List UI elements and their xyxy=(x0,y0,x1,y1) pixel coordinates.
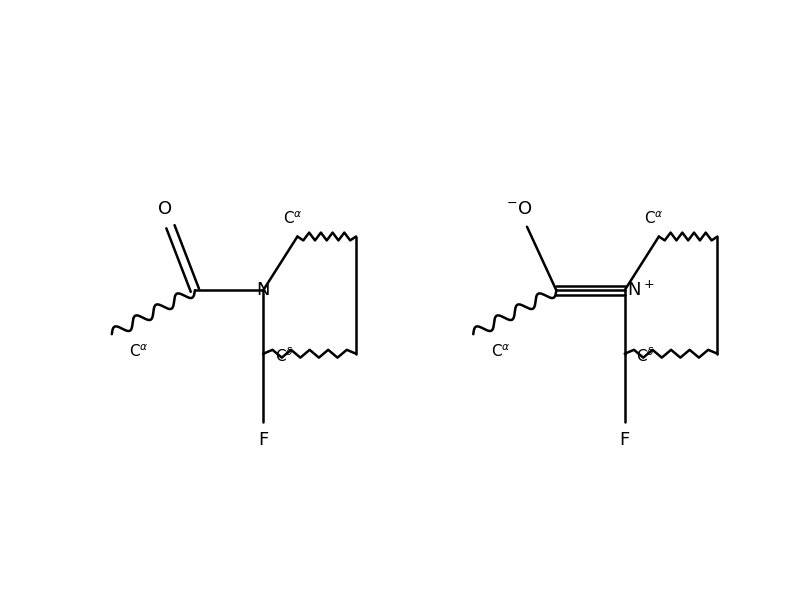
Text: $^{-}$O: $^{-}$O xyxy=(506,200,532,218)
Text: N$^+$: N$^+$ xyxy=(626,281,654,300)
Text: N: N xyxy=(257,281,270,299)
Text: C$^{\alpha}$: C$^{\alpha}$ xyxy=(490,343,510,360)
Text: O: O xyxy=(158,200,173,218)
Text: C$^{\delta}$: C$^{\delta}$ xyxy=(636,346,655,365)
Text: F: F xyxy=(619,431,630,449)
Text: C$^{\delta}$: C$^{\delta}$ xyxy=(275,346,294,365)
Text: C$^{\alpha}$: C$^{\alpha}$ xyxy=(130,343,149,360)
Text: F: F xyxy=(258,431,268,449)
Text: C$^{\alpha}$: C$^{\alpha}$ xyxy=(644,211,664,227)
Text: C$^{\alpha}$: C$^{\alpha}$ xyxy=(282,211,302,227)
